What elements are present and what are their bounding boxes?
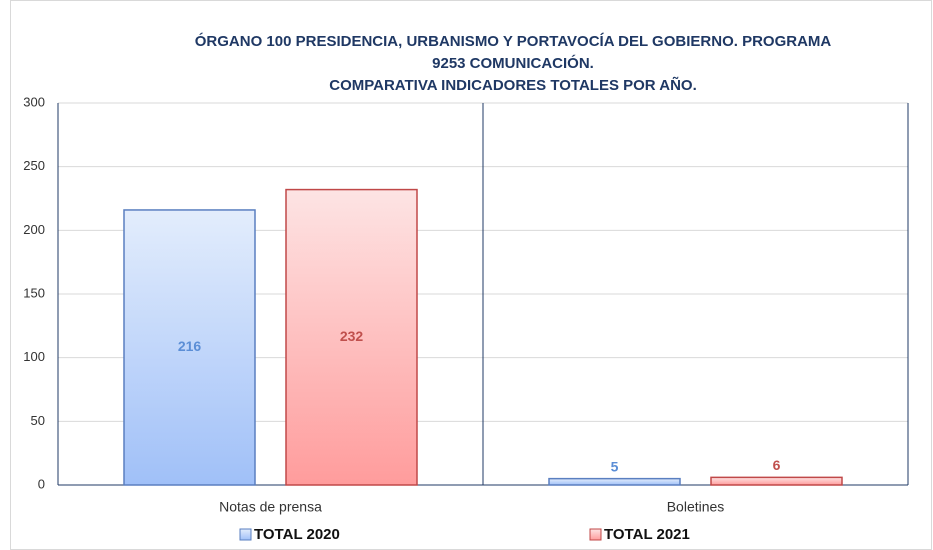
chart-title: ÓRGANO 100 PRESIDENCIA, URBANISMO Y PORT… (195, 32, 832, 50)
legend-swatch (239, 528, 252, 541)
y-tick-label: 200 (23, 222, 45, 237)
legend-swatch (589, 528, 602, 541)
bar (710, 476, 843, 486)
bar (123, 209, 256, 486)
x-tick-label: Notas de prensa (219, 499, 322, 515)
legend-label: TOTAL 2020 (254, 526, 340, 543)
value-label: 5 (611, 458, 619, 474)
x-tick-label: Boletines (667, 499, 725, 515)
bar (285, 188, 418, 486)
y-tick-label: 50 (31, 413, 45, 428)
y-tick-label: 300 (23, 94, 45, 109)
value-label: 232 (340, 328, 364, 344)
y-tick-label: 0 (38, 476, 45, 491)
chart-title: COMPARATIVA INDICADORES TOTALES POR AÑO. (329, 76, 697, 94)
bar (548, 477, 681, 486)
chart-title: 9253 COMUNICACIÓN. (432, 54, 594, 72)
y-tick-label: 250 (23, 158, 45, 173)
legend-label: TOTAL 2021 (604, 526, 690, 543)
y-tick-label: 100 (23, 349, 45, 364)
y-tick-label: 150 (23, 285, 45, 300)
value-label: 216 (178, 338, 202, 354)
value-label: 6 (773, 457, 781, 473)
